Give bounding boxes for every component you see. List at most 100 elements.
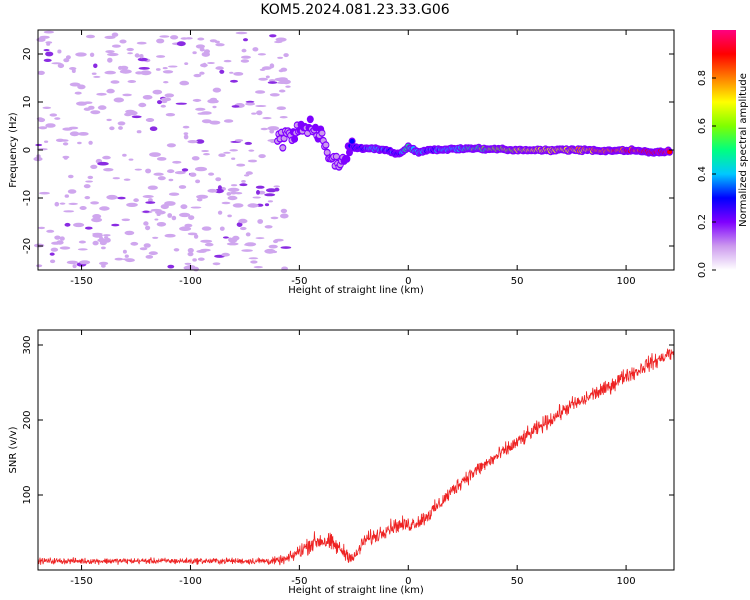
- noise-speckle: [187, 252, 194, 257]
- noise-speckle: [121, 218, 131, 222]
- noise-speckle: [109, 126, 115, 131]
- x-tick-label: 100: [617, 276, 636, 287]
- noise-speckle: [227, 214, 232, 218]
- noise-speckle: [110, 80, 120, 84]
- noise-speckle: [117, 121, 126, 126]
- noise-speckle: [277, 56, 284, 59]
- noise-speckle: [104, 35, 116, 40]
- noise-speckle: [145, 255, 154, 259]
- noise-speckle: [43, 49, 50, 52]
- noise-speckle: [201, 150, 210, 152]
- noise-speckle: [273, 185, 281, 188]
- noise-speckle: [268, 244, 278, 249]
- noise-speckle: [255, 185, 265, 189]
- noise-speckle: [106, 118, 112, 122]
- noise-speckle: [59, 236, 65, 241]
- noise-speckle: [201, 226, 212, 231]
- noise-speckle: [147, 185, 158, 190]
- y-tick-label: 200: [22, 410, 33, 429]
- y-tick-label: 0: [22, 147, 33, 153]
- noise-speckle: [106, 194, 118, 200]
- noise-speckle: [167, 213, 173, 218]
- noise-speckle: [262, 117, 272, 120]
- noise-speckle: [171, 215, 177, 221]
- noise-speckle: [279, 116, 288, 119]
- colorbar-label: Normalized spectral amplitude: [738, 73, 749, 227]
- noise-speckle: [136, 41, 147, 45]
- signal-cell: [333, 154, 339, 159]
- noise-speckle: [142, 95, 153, 100]
- noise-speckle: [156, 222, 167, 227]
- noise-speckle: [231, 157, 236, 160]
- noise-speckle: [208, 172, 215, 176]
- noise-speckle: [77, 141, 82, 145]
- noise-speckle: [164, 233, 176, 238]
- noise-speckle: [192, 51, 197, 55]
- noise-speckle: [197, 37, 205, 41]
- snr-line: [37, 348, 675, 566]
- noise-speckle: [79, 206, 87, 210]
- noise-speckle: [257, 53, 266, 56]
- noise-speckle: [39, 35, 50, 39]
- noise-speckle: [175, 102, 187, 105]
- noise-speckle: [160, 204, 169, 210]
- noise-speckle: [192, 258, 197, 262]
- noise-speckle: [230, 191, 238, 195]
- y-tick-label: -20: [22, 238, 33, 254]
- noise-speckle: [269, 34, 277, 38]
- noise-speckle: [264, 225, 273, 229]
- noise-speckle: [83, 184, 91, 189]
- x-tick-label: 100: [617, 576, 636, 587]
- snr-x-label: Height of straight line (km): [288, 585, 424, 596]
- noise-speckle: [119, 39, 127, 44]
- colorbar-tick-label: 0.4: [697, 166, 708, 182]
- noise-speckle: [139, 54, 144, 59]
- noise-speckle: [252, 47, 259, 52]
- y-tick-label: 100: [22, 485, 33, 504]
- noise-speckle: [212, 87, 222, 93]
- noise-speckle: [162, 67, 168, 70]
- noise-speckle: [72, 264, 77, 269]
- noise-speckle: [173, 248, 180, 252]
- noise-speckle: [156, 38, 165, 44]
- x-tick-label: 50: [511, 576, 524, 587]
- noise-speckle: [91, 217, 103, 223]
- noise-speckle: [35, 143, 43, 147]
- noise-speckle: [229, 71, 234, 74]
- noise-speckle: [174, 171, 186, 175]
- noise-speckle: [122, 153, 127, 157]
- noise-speckle: [155, 68, 161, 71]
- signal-cell: [344, 156, 350, 162]
- noise-speckle: [124, 254, 129, 258]
- noise-speckle: [193, 234, 199, 239]
- y-tick-label: -10: [22, 190, 33, 206]
- noise-speckle: [170, 35, 179, 40]
- noise-speckle: [63, 156, 68, 160]
- noise-speckle: [66, 260, 79, 265]
- y-tick-label: 20: [22, 48, 33, 61]
- noise-speckle: [143, 243, 151, 248]
- noise-speckle: [187, 248, 194, 253]
- x-tick-label: 0: [405, 276, 411, 287]
- noise-speckle: [250, 260, 258, 264]
- figure-title: KOM5.2024.081.23.33.G06: [260, 2, 449, 18]
- noise-speckle: [223, 151, 231, 154]
- noise-speckle: [56, 240, 64, 245]
- noise-speckle: [238, 218, 248, 224]
- noise-speckle: [37, 70, 45, 75]
- noise-speckle: [196, 198, 203, 202]
- noise-speckle: [184, 223, 193, 228]
- noise-speckle: [187, 232, 198, 236]
- noise-speckle: [104, 70, 116, 75]
- noise-speckle: [128, 158, 134, 161]
- noise-speckle: [73, 222, 85, 228]
- noise-speckle: [92, 233, 103, 238]
- noise-speckle: [157, 100, 162, 105]
- noise-speckle: [54, 201, 60, 207]
- noise-speckle: [63, 210, 75, 213]
- noise-speckle: [247, 159, 258, 163]
- noise-speckle: [162, 70, 174, 74]
- noise-speckle: [111, 44, 121, 48]
- noise-speckle: [221, 252, 230, 257]
